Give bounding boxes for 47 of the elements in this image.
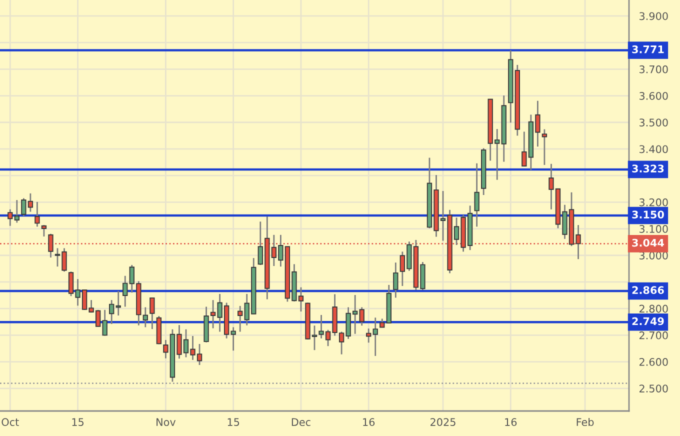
y-tick-label: 3.400 <box>640 145 668 154</box>
ref-line-label: 3.150 <box>632 210 664 218</box>
y-tick-label: 3.200 <box>640 198 668 206</box>
candlestick <box>359 306 364 326</box>
ref-line-label: 3.323 <box>632 164 664 172</box>
candlestick <box>238 305 243 332</box>
y-tick-label: 3.900 <box>640 12 668 20</box>
x-tick-label: Feb <box>576 418 594 426</box>
y-tick-label: 3.500 <box>640 118 668 126</box>
ref-line-label: 2.749 <box>632 317 664 326</box>
y-tick-label: 3.100 <box>640 225 668 233</box>
ref-line-label: 2.866 <box>632 286 664 294</box>
x-tick-label: Dec <box>292 418 310 426</box>
y-tick-label: 3.000 <box>640 252 668 260</box>
candlestick <box>122 275 128 308</box>
candlestick <box>48 233 54 258</box>
candlestick <box>116 290 121 316</box>
y-tick-label: 2.700 <box>639 331 668 340</box>
candlestick <box>142 306 148 328</box>
candlestick <box>8 208 13 227</box>
candlestick <box>41 224 47 238</box>
candlestick <box>230 326 236 352</box>
x-tick-label: 16 <box>363 418 375 426</box>
candlestick <box>522 130 527 168</box>
candlestick <box>542 128 548 166</box>
y-tick-label: 3.700 <box>640 65 668 74</box>
candlestick <box>474 162 480 228</box>
ref-line-label: 3.771 <box>632 45 664 54</box>
x-tick-label: 2025 <box>430 418 456 426</box>
candlestick <box>393 262 398 298</box>
y-tick-label: 2.600 <box>639 358 668 366</box>
y-tick-label: 3.600 <box>640 92 668 100</box>
x-tick-label: Oct <box>2 418 19 426</box>
candlestick <box>109 299 114 325</box>
y-tick-label: 2.800 <box>639 304 668 313</box>
candlestick <box>14 199 20 224</box>
y-tick-label: 2.500 <box>639 384 668 392</box>
x-tick-label: 15 <box>72 418 84 426</box>
candlestick <box>34 201 40 228</box>
candlestick <box>372 316 378 357</box>
candlestick <box>102 309 108 336</box>
candlestick <box>150 297 155 330</box>
x-tick-label: 15 <box>228 418 240 426</box>
candlestick <box>366 328 372 344</box>
x-tick-label: Nov <box>156 418 176 426</box>
ref-line-label: 3.044 <box>632 238 664 247</box>
x-tick-label: 16 <box>505 418 517 426</box>
